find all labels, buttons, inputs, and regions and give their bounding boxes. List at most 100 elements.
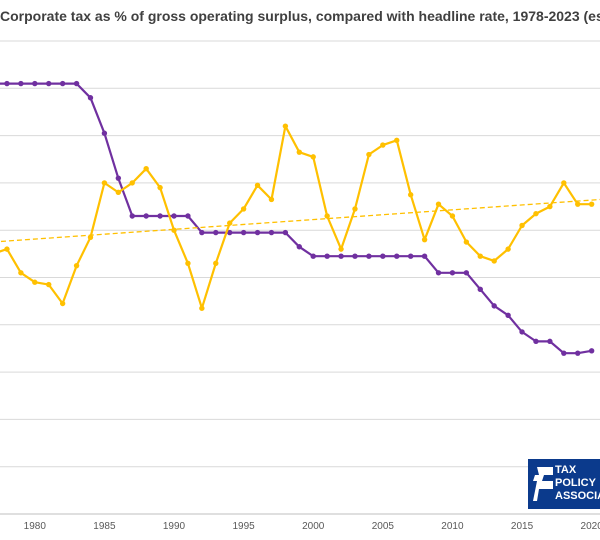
series-0-point xyxy=(477,286,483,293)
series-1-point xyxy=(575,201,581,207)
logo-line-2: POLICY xyxy=(555,477,596,489)
series-1-point xyxy=(254,182,261,188)
series-0-point xyxy=(282,229,289,236)
series-0-point xyxy=(533,338,539,345)
x-tick-label: 1990 xyxy=(163,521,186,532)
series-0-point xyxy=(588,348,595,354)
series-0-point xyxy=(421,253,428,259)
x-tick-label: 2005 xyxy=(372,521,395,532)
series-1-point xyxy=(46,281,52,288)
series-0-point xyxy=(213,229,219,236)
series-1-point xyxy=(310,154,316,160)
tax-policy-associates-logo: TAX POLICY ASSOCIATES xyxy=(528,459,600,509)
gridlines xyxy=(0,40,600,515)
series-0-point xyxy=(4,80,10,87)
series-1-point xyxy=(129,180,135,186)
series-0-point xyxy=(324,253,330,259)
series-1-point xyxy=(463,239,470,245)
series-0-point xyxy=(87,95,94,101)
series-0-point xyxy=(310,253,316,259)
series-0-point xyxy=(59,80,66,87)
series-1-point xyxy=(491,258,497,264)
logo-line-1: TAX xyxy=(555,464,577,476)
series-1-point xyxy=(59,300,66,307)
series-1-point xyxy=(533,210,539,217)
series-0-point xyxy=(157,213,163,219)
series-0-point xyxy=(394,253,400,259)
series-1-point xyxy=(394,137,400,144)
series-1-point xyxy=(519,222,525,229)
series-0-point xyxy=(254,229,261,236)
series-1-point xyxy=(115,189,122,196)
series-1-point xyxy=(4,246,10,252)
x-axis-ticks: 1980 1985 1990 1995 2000 2005 2010 2015 2020 xyxy=(24,521,600,532)
logo-text: TAX POLICY ASSOCIATES xyxy=(555,464,600,503)
series-1-point xyxy=(143,166,149,172)
series-1-point xyxy=(171,227,177,233)
x-tick-label: 2000 xyxy=(302,521,325,532)
series-0-point xyxy=(407,253,414,259)
logo-line-3: ASSOCIATES xyxy=(555,490,600,502)
series-0-point xyxy=(46,80,52,87)
series-0-point xyxy=(296,244,303,250)
series-1-point xyxy=(199,305,205,311)
series-1-point xyxy=(505,246,511,252)
series-layer xyxy=(0,80,600,356)
series-0-point xyxy=(547,338,553,345)
series-1-point xyxy=(421,236,428,243)
series-1-point xyxy=(588,201,595,207)
series-1-point xyxy=(380,142,386,148)
x-tick-label: 2010 xyxy=(441,521,464,532)
series-1-point xyxy=(240,206,247,212)
chart-title: Corporate tax as % of gross operating su… xyxy=(0,8,600,24)
series-1-point xyxy=(477,253,483,259)
series-0-point xyxy=(491,303,497,309)
series-0-point xyxy=(575,350,581,356)
series-0-point xyxy=(32,80,38,87)
series-0-point xyxy=(18,80,24,87)
series-line-0 xyxy=(0,82,592,355)
series-1-point xyxy=(226,220,233,226)
series-1-point xyxy=(282,123,289,129)
series-0-point xyxy=(115,175,122,181)
series-0-point xyxy=(101,130,108,136)
series-1-point xyxy=(101,180,108,186)
series-1-point xyxy=(407,192,414,198)
series-0-point xyxy=(226,229,233,236)
trendline xyxy=(0,198,600,243)
series-0-point xyxy=(199,229,205,236)
series-1-point xyxy=(185,260,191,267)
series-1-point xyxy=(561,180,567,186)
series-0-point xyxy=(129,213,135,219)
series-0-point xyxy=(268,229,275,236)
series-0-point xyxy=(171,213,177,219)
series-0-point xyxy=(561,350,567,356)
series-0-point xyxy=(352,253,358,259)
series-1-point xyxy=(547,203,553,210)
series-0-point xyxy=(463,270,470,276)
series-1-point xyxy=(352,206,358,212)
series-0-point xyxy=(449,270,456,276)
series-0-point xyxy=(143,213,149,219)
series-1-point xyxy=(338,246,344,252)
series-0-point xyxy=(366,253,372,259)
series-1-point xyxy=(73,262,80,269)
x-tick-label: 1995 xyxy=(232,521,255,532)
series-1-point xyxy=(18,270,24,276)
series-1-point xyxy=(296,149,303,155)
x-tick-label: 2020 xyxy=(581,521,600,532)
series-0-point xyxy=(380,253,386,259)
series-0-point xyxy=(73,80,80,87)
series-1-point xyxy=(324,213,330,219)
series-1-point xyxy=(213,260,219,267)
series-1-point xyxy=(87,234,94,240)
x-tick-label: 2015 xyxy=(511,521,534,532)
x-tick-label: 1980 xyxy=(24,521,47,532)
series-1-point xyxy=(157,184,163,191)
logo-mark-icon xyxy=(533,467,553,501)
series-0-point xyxy=(505,312,511,319)
series-0-point xyxy=(435,270,442,276)
series-1-point xyxy=(366,151,372,158)
x-tick-label: 1985 xyxy=(93,521,116,532)
series-1-point xyxy=(268,196,275,203)
